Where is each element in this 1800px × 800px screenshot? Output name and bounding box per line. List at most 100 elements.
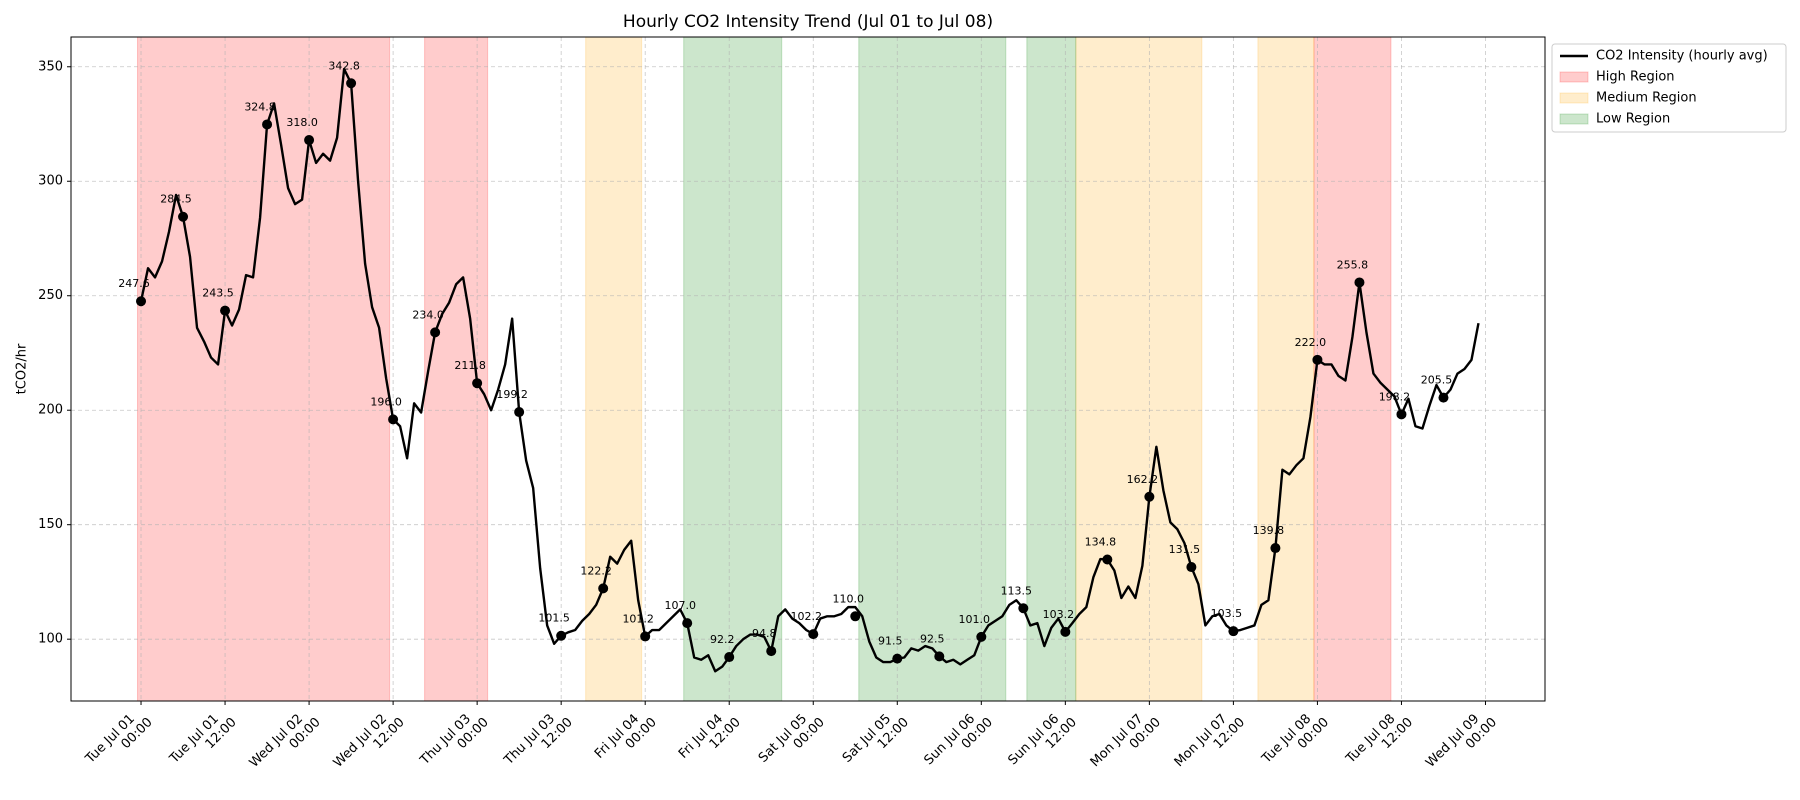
data-label: 199.2 [496,388,528,401]
plot-frame [70,36,1546,702]
x-tick-label: Sun Jul 0612:00 [1005,704,1079,778]
data-point [1312,354,1323,365]
data-label: 222.0 [1295,336,1327,349]
x-tick-label: Wed Jul 0900:00 [1423,704,1500,781]
x-tick-label: Wed Jul 0212:00 [330,704,407,781]
x-tick-label: Mon Jul 0712:00 [1171,704,1247,780]
data-point [1396,409,1407,420]
data-point [640,631,651,642]
x-tick-label: Sat Jul 0512:00 [840,704,912,776]
data-point [514,407,525,418]
data-label: 131.5 [1169,543,1201,556]
data-point [808,629,819,640]
x-tick-label: Tue Jul 0112:00 [166,704,239,777]
x-tick-label: Tue Jul 0800:00 [1258,704,1331,777]
region-span [1257,36,1315,702]
data-point [766,646,777,657]
data-point [598,583,609,594]
data-point [304,135,315,146]
data-label: 103.2 [1043,608,1075,621]
data-point [850,611,861,622]
data-label: 198.2 [1379,390,1411,403]
data-label: 113.5 [1001,584,1033,597]
data-label: 101.0 [959,613,991,626]
y-tick-label: 300 [38,174,63,189]
data-point [220,305,231,316]
data-label: 196.0 [370,395,402,408]
legend-label: High Region [1596,70,1675,85]
legend-label: Medium Region [1596,91,1697,106]
data-label: 247.6 [118,277,150,290]
data-label: 107.0 [664,599,696,612]
data-point [1018,603,1029,614]
data-label: 102.2 [791,610,823,623]
data-label: 255.8 [1337,258,1369,271]
y-axis-label: tCO2/hr [15,343,30,394]
region-span [1026,36,1077,702]
x-tick-label: Fri Jul 0400:00 [592,704,660,772]
data-point [682,618,693,629]
data-point [388,414,399,425]
data-label: 101.2 [622,612,654,625]
data-label: 94.8 [752,627,777,640]
region-span [137,36,391,702]
data-label: 110.0 [833,592,865,605]
data-label: 342.8 [328,59,360,72]
data-label: 139.8 [1253,524,1285,537]
data-point [346,78,357,89]
x-tick-label: Thu Jul 0300:00 [416,704,491,779]
data-point [178,211,189,222]
data-point [1228,626,1239,637]
data-label: 162.2 [1127,473,1159,486]
region-span [683,36,783,702]
data-label: 211.8 [454,359,486,372]
data-point [1060,626,1071,637]
data-point [892,653,903,664]
data-point [1186,562,1197,573]
legend-frame [1551,43,1787,133]
data-label: 122.2 [580,564,612,577]
legend: CO2 Intensity (hourly avg) High Region Med… [1551,43,1787,133]
legend-swatch [1559,92,1589,104]
x-tick-label: Sat Jul 0500:00 [756,704,828,776]
data-label: 234.0 [412,308,444,321]
data-label: 243.5 [202,287,234,300]
data-label: 205.5 [1421,374,1453,387]
x-tick-label: Tue Jul 0812:00 [1342,704,1415,777]
data-point [1144,491,1155,502]
region-span [1313,36,1392,702]
data-point [136,296,147,307]
legend-swatch [1559,71,1589,83]
data-point [556,630,567,641]
x-tick-label: Thu Jul 0312:00 [501,704,576,779]
data-label: 101.5 [538,612,570,625]
data-label: 318.0 [286,116,318,129]
data-label: 324.8 [244,100,276,113]
data-point [724,652,735,663]
y-tick-label: 250 [38,288,63,303]
legend-swatch [1559,113,1589,125]
x-tick-label: Sun Jul 0600:00 [921,704,995,778]
data-label: 284.5 [160,193,192,206]
x-tick-label: Fri Jul 0412:00 [676,704,744,772]
data-point [430,327,441,338]
legend-label: CO2 Intensity (hourly avg) [1596,49,1768,64]
data-point [934,651,945,662]
y-tick-label: 150 [38,517,63,532]
data-point [1438,392,1449,403]
x-tick-label: Wed Jul 0200:00 [246,704,323,781]
x-tick-label: Mon Jul 0700:00 [1087,704,1163,780]
region-span [585,36,643,702]
region-span [858,36,1007,702]
legend-label: Low Region [1596,112,1670,127]
data-point [1102,554,1113,565]
y-tick-label: 350 [38,59,63,74]
data-point [976,631,987,642]
region-span [1075,36,1203,702]
data-label: 91.5 [878,635,903,648]
x-tick-label: Tue Jul 0100:00 [82,704,155,777]
data-label: 92.2 [710,633,735,646]
data-point [262,119,273,130]
data-point [1270,543,1281,554]
